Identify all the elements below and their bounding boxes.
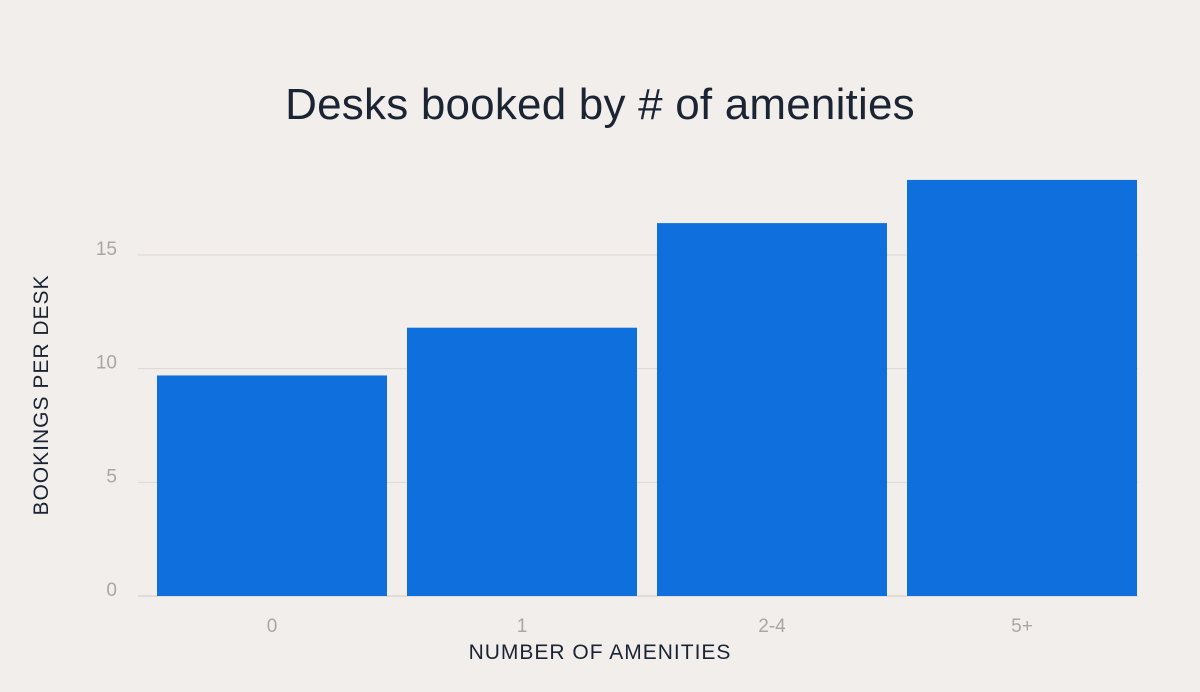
bar-5+ <box>907 179 1137 597</box>
x-tick-labels: 0 1 2-4 5+ <box>267 616 1033 637</box>
bar-2-4 <box>657 223 887 596</box>
x-tick-label: 2-4 <box>758 616 786 637</box>
bar-1 <box>407 327 637 596</box>
x-tick-label: 5+ <box>1011 616 1033 637</box>
chart-title: Desks booked by # of amenities <box>285 80 915 129</box>
y-tick-label: 0 <box>106 580 117 601</box>
x-axis-label: NUMBER OF AMENITIES <box>468 641 732 664</box>
x-tick-label: 0 <box>267 616 278 637</box>
y-tick-labels: 0 5 10 15 <box>96 239 117 601</box>
bars <box>157 179 1137 597</box>
bar-0 <box>157 375 387 596</box>
x-tick-label: 1 <box>517 616 528 637</box>
y-tick-label: 5 <box>106 466 117 487</box>
y-tick-label: 15 <box>96 239 117 260</box>
y-tick-label: 10 <box>96 353 117 374</box>
y-axis-label: BOOKINGS PER DESK <box>30 274 53 516</box>
